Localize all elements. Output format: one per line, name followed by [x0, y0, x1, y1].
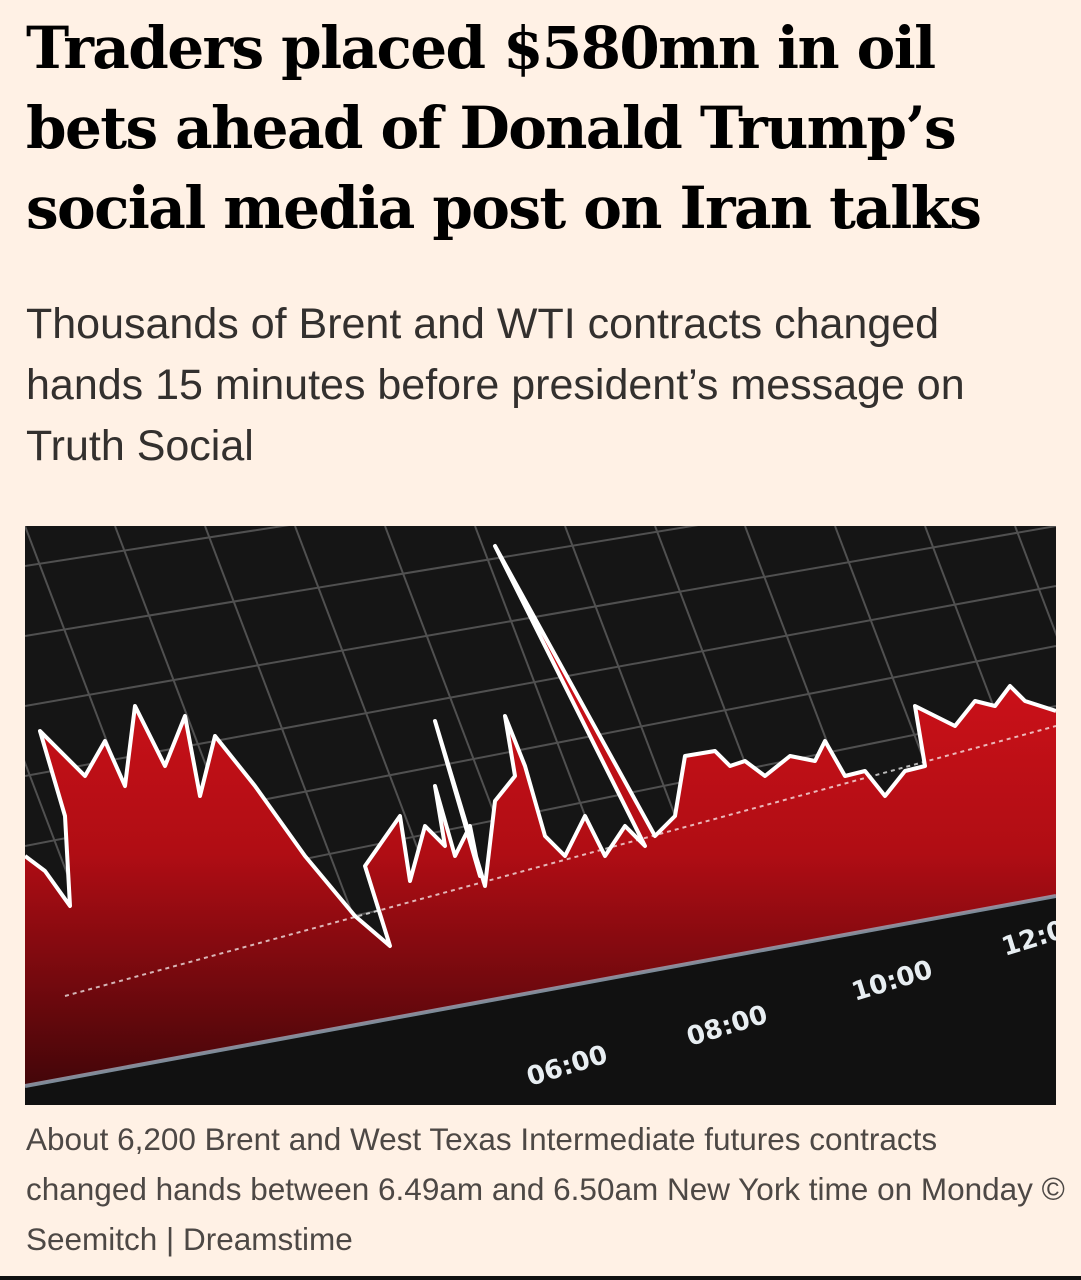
bottom-divider: [0, 1276, 1081, 1280]
image-caption: About 6,200 Brent and West Texas Interme…: [26, 1121, 1065, 1257]
article-image: 06:00 08:00 10:00 12:0: [25, 526, 1056, 1105]
article-standfirst: Thousands of Brent and WTI contracts cha…: [26, 300, 965, 470]
price-line: [25, 544, 1056, 948]
axis-band: [25, 896, 1056, 1105]
article-headline: Traders placed $580mn in oil bets ahead …: [26, 14, 982, 242]
reference-dashed-line: [64, 725, 1056, 997]
stock-chart-photo: 06:00 08:00 10:00 12:0: [25, 526, 1056, 1105]
time-axis: [25, 894, 1056, 1088]
